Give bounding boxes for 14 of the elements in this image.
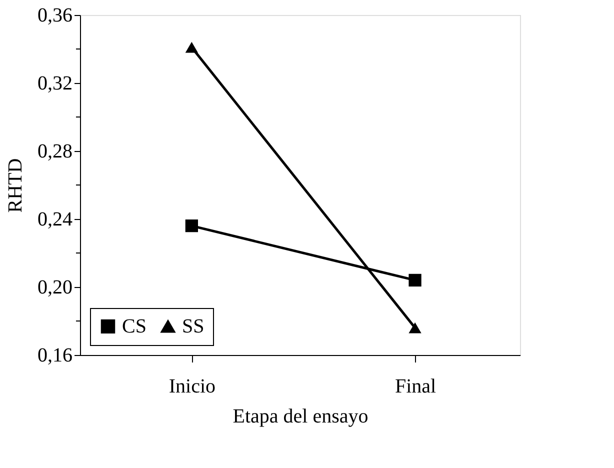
y-tick-label: 0,24 — [38, 208, 72, 230]
legend-label: SS — [182, 316, 204, 338]
y-tick-label: 0,28 — [38, 140, 72, 162]
y-tick-label: 0,32 — [38, 72, 72, 94]
legend-label: CS — [122, 315, 146, 338]
point — [185, 219, 198, 232]
x-axis-title: Etapa del ensayo — [232, 406, 368, 428]
y-tick-label: 0,20 — [38, 276, 72, 298]
x-tick-label: Inicio — [168, 376, 216, 398]
y-tick-label: 0,36 — [38, 4, 72, 26]
point — [408, 274, 422, 287]
y-axis-title: RHTD — [4, 158, 26, 213]
x-tick-label: Final — [394, 376, 437, 398]
y-tick-label: 0,16 — [38, 344, 72, 366]
